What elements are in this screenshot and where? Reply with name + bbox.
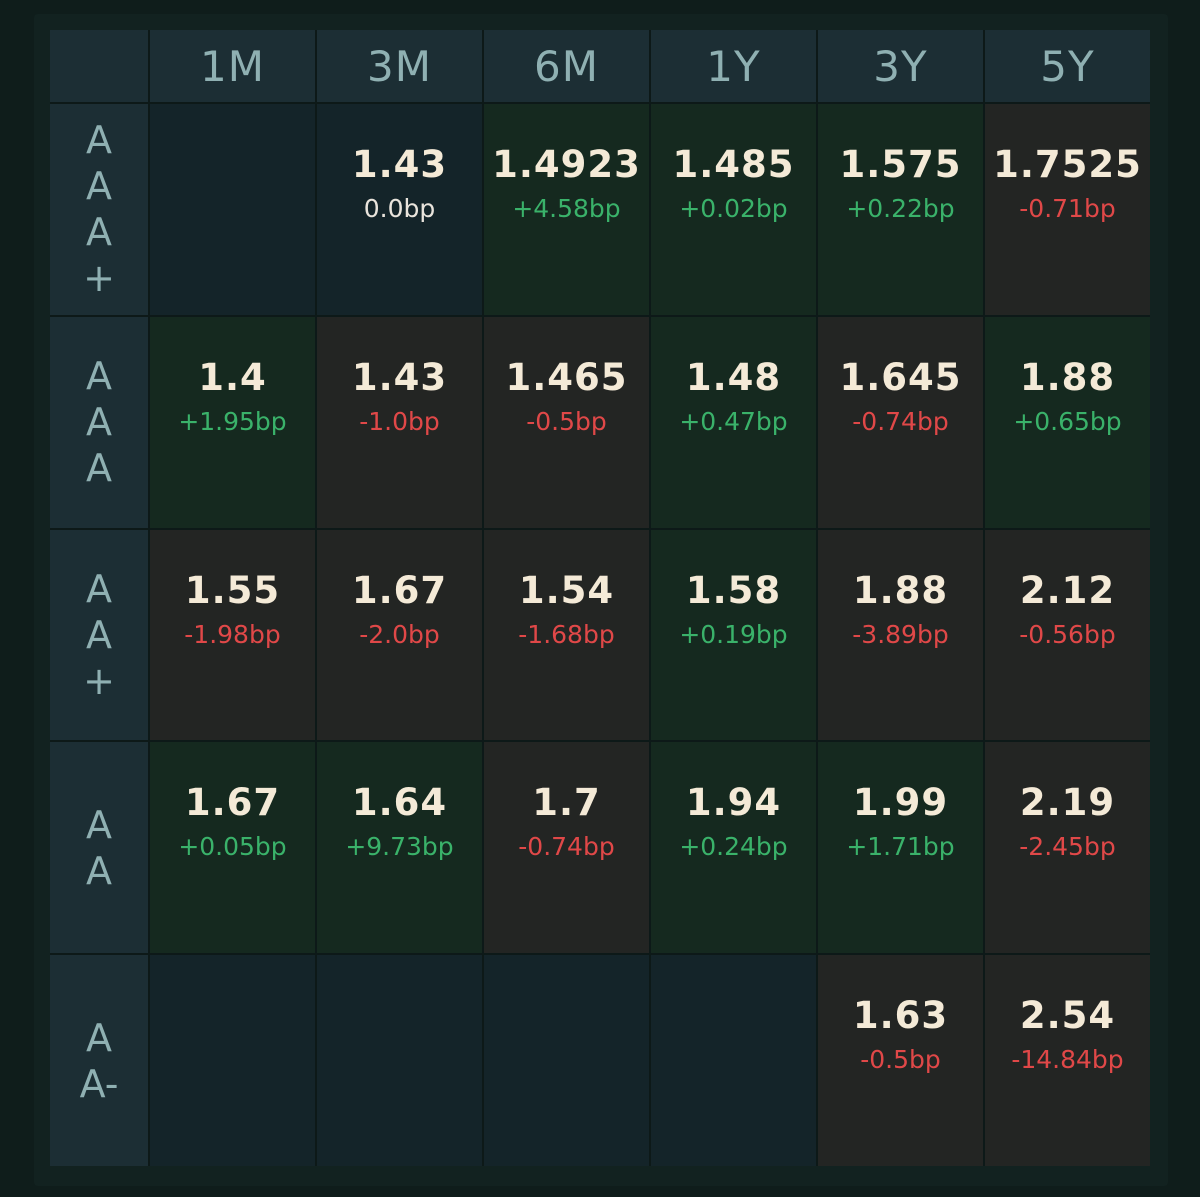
yield-matrix: 1M 3M 6M 1Y 3Y 5Y AAA+ 1.43 0.0bp 1.4923… [50, 30, 1150, 1166]
rate-cell[interactable]: 1.63 -0.5bp [818, 955, 983, 1166]
rate-change: -14.84bp [1011, 1045, 1124, 1075]
row-header-aaa-plus[interactable]: AAA+ [50, 104, 148, 315]
column-header-3m[interactable]: 3M [317, 30, 482, 102]
rate-change: +0.22bp [846, 194, 955, 223]
rate-cell[interactable]: 2.19 -2.45bp [985, 742, 1150, 954]
row-header-aa-plus[interactable]: AA+ [50, 529, 148, 741]
rate-change: +0.24bp [679, 832, 788, 862]
rate-value: 2.19 [1019, 781, 1116, 825]
rate-cell[interactable]: 1.645 -0.74bp [818, 316, 983, 528]
rate-change: -3.89bp [852, 619, 949, 649]
rate-cell[interactable]: 1.575 +0.22bp [818, 104, 983, 315]
row-label: AA [86, 802, 112, 893]
rate-change: -0.74bp [518, 832, 615, 862]
rate-cell-empty [484, 955, 649, 1166]
rate-change: +1.95bp [178, 406, 287, 436]
rate-cell[interactable]: 1.54 -1.68bp [484, 529, 649, 741]
rate-value: 1.99 [852, 781, 949, 825]
rate-value: 1.48 [685, 355, 782, 399]
rate-change: -2.0bp [359, 619, 440, 649]
row-label: AAA [86, 354, 112, 491]
rate-change: -0.5bp [860, 1045, 941, 1075]
rate-cell[interactable]: 1.55 -1.98bp [150, 529, 315, 741]
rate-value: 1.575 [839, 143, 962, 186]
rate-change: -0.74bp [852, 406, 949, 436]
rate-cell-empty [651, 955, 816, 1166]
rate-value: 1.94 [685, 781, 782, 825]
rate-value: 1.88 [1019, 355, 1116, 399]
rate-cell[interactable]: 1.4 +1.95bp [150, 316, 315, 528]
rate-cell[interactable]: 1.7525 -0.71bp [985, 104, 1150, 315]
rate-value: 1.64 [351, 781, 448, 825]
rate-value: 1.7525 [993, 143, 1142, 186]
rate-change: +0.19bp [679, 619, 788, 649]
rate-value: 1.4923 [492, 143, 641, 186]
rate-cell[interactable]: 1.94 +0.24bp [651, 742, 816, 954]
rate-change: +0.02bp [679, 194, 788, 223]
corner-cell [50, 30, 148, 102]
rate-value: 1.88 [852, 568, 949, 612]
rate-value: 1.465 [505, 355, 628, 399]
rate-cell[interactable]: 1.4923 +4.58bp [484, 104, 649, 315]
rate-value: 1.67 [184, 781, 281, 825]
row-label: AA+ [83, 566, 115, 703]
column-header-5y[interactable]: 5Y [985, 30, 1150, 102]
rate-cell[interactable]: 1.43 0.0bp [317, 104, 482, 315]
row-header-aaa[interactable]: AAA [50, 316, 148, 528]
rate-value: 2.12 [1019, 568, 1116, 612]
column-header-1y[interactable]: 1Y [651, 30, 816, 102]
rate-value: 1.485 [672, 143, 795, 186]
rate-cell[interactable]: 1.88 -3.89bp [818, 529, 983, 741]
rate-cell[interactable]: 1.485 +0.02bp [651, 104, 816, 315]
rate-change: +0.05bp [178, 832, 287, 862]
rate-change: -2.45bp [1019, 832, 1116, 862]
rate-cell[interactable]: 1.7 -0.74bp [484, 742, 649, 954]
rate-cell[interactable]: 1.64 +9.73bp [317, 742, 482, 954]
rate-change: 0.0bp [363, 194, 436, 223]
rate-change: +9.73bp [345, 832, 454, 862]
rate-value: 2.54 [1019, 994, 1116, 1038]
row-header-aa[interactable]: AA [50, 742, 148, 954]
rate-value: 1.43 [351, 143, 448, 186]
rate-cell[interactable]: 1.88 +0.65bp [985, 316, 1150, 528]
rate-value: 1.58 [685, 568, 782, 612]
rate-cell[interactable]: 1.48 +0.47bp [651, 316, 816, 528]
rate-cell[interactable]: 1.99 +1.71bp [818, 742, 983, 954]
rate-value: 1.4 [198, 355, 267, 399]
rate-change: -1.98bp [184, 619, 281, 649]
rate-value: 1.7 [532, 781, 601, 825]
rate-cell[interactable]: 2.12 -0.56bp [985, 529, 1150, 741]
rate-change: -1.68bp [518, 619, 615, 649]
rate-value: 1.67 [351, 568, 448, 612]
rate-change: -1.0bp [359, 406, 440, 436]
rate-cell[interactable]: 1.67 +0.05bp [150, 742, 315, 954]
rate-value: 1.54 [518, 568, 615, 612]
row-header-aa-minus[interactable]: AA- [50, 955, 148, 1166]
rate-change: -0.5bp [526, 406, 607, 436]
rate-cell[interactable]: 2.54 -14.84bp [985, 955, 1150, 1166]
rate-cell[interactable]: 1.465 -0.5bp [484, 316, 649, 528]
rate-change: +1.71bp [846, 832, 955, 862]
row-label: AAA+ [83, 118, 115, 301]
rate-value: 1.43 [351, 355, 448, 399]
rate-change: +0.65bp [1013, 406, 1122, 436]
rate-cell-empty [150, 955, 315, 1166]
rate-value: 1.55 [184, 568, 281, 612]
row-label: AA- [79, 1015, 119, 1106]
rate-value: 1.63 [852, 994, 949, 1038]
rate-cell-empty [150, 104, 315, 315]
column-header-1m[interactable]: 1M [150, 30, 315, 102]
rate-cell[interactable]: 1.43 -1.0bp [317, 316, 482, 528]
rate-change: +0.47bp [679, 406, 788, 436]
rate-change: -0.71bp [1019, 194, 1116, 223]
rate-change: -0.56bp [1019, 619, 1116, 649]
rate-change: +4.58bp [512, 194, 621, 223]
rate-cell[interactable]: 1.67 -2.0bp [317, 529, 482, 741]
rate-cell[interactable]: 1.58 +0.19bp [651, 529, 816, 741]
rate-value: 1.645 [839, 355, 962, 399]
column-header-6m[interactable]: 6M [484, 30, 649, 102]
rate-cell-empty [317, 955, 482, 1166]
column-header-3y[interactable]: 3Y [818, 30, 983, 102]
